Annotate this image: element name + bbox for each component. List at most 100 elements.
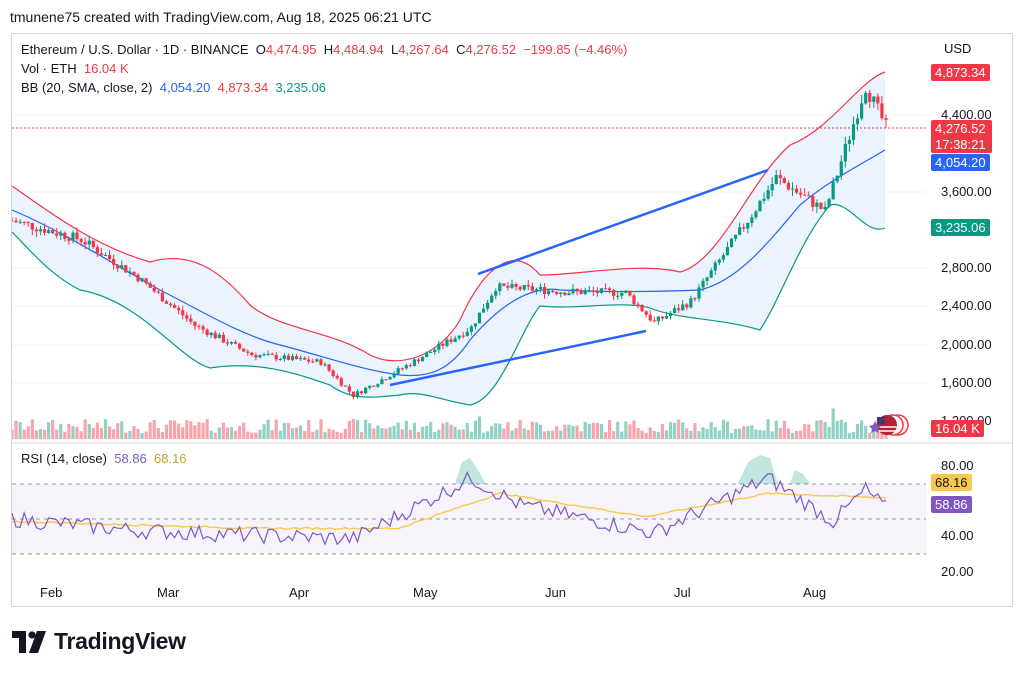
ohlc-open-label: O	[255, 42, 266, 57]
volume-bar	[843, 422, 847, 439]
candle-body	[262, 354, 266, 356]
candle-body	[689, 298, 693, 308]
candle-body	[173, 305, 177, 308]
volume-bar	[177, 423, 181, 439]
price-axis-label: 2,000.00	[941, 337, 992, 352]
volume-bar	[693, 423, 697, 439]
candle-body	[465, 331, 469, 336]
us-flag-icon[interactable]	[877, 414, 909, 436]
volume-bar	[270, 430, 274, 439]
candle-body	[738, 227, 742, 235]
candle-body	[778, 174, 782, 179]
candle-body	[233, 342, 238, 344]
trendline-channel[interactable]	[389, 168, 769, 387]
volume-bar	[652, 430, 656, 439]
time-axis-label: May	[413, 585, 438, 600]
volume-bar	[299, 425, 303, 439]
candle-body	[22, 221, 26, 223]
candle-body	[559, 292, 563, 294]
volume-bar	[860, 420, 864, 439]
volume-bar	[786, 428, 791, 439]
volume-bar	[811, 431, 815, 439]
volume-bar	[473, 420, 478, 439]
candle-body	[522, 284, 526, 290]
candle-body	[864, 92, 868, 104]
volume-bar	[538, 424, 543, 439]
candle-body	[644, 311, 648, 315]
candle-body	[847, 139, 852, 144]
candle-body	[473, 323, 478, 327]
candle-body	[67, 238, 71, 241]
candle-body	[311, 361, 315, 363]
candle-body	[835, 175, 839, 182]
volume-bar	[750, 425, 754, 439]
candle-body	[697, 287, 701, 299]
volume-bar	[376, 425, 380, 439]
volume-bar	[327, 428, 331, 439]
candle-body	[469, 326, 473, 332]
volume-legend[interactable]: Vol · ETH 16.04 K	[21, 59, 129, 78]
candle-body	[425, 352, 429, 358]
candle-body	[103, 254, 108, 256]
candle-body	[538, 287, 543, 290]
volume-bar	[87, 424, 91, 439]
currency-button[interactable]: USD	[944, 41, 972, 56]
volume-bar	[205, 419, 209, 439]
volume-bar	[388, 427, 392, 439]
candle-body	[193, 321, 197, 326]
candle-body	[794, 188, 799, 193]
volume-bar	[254, 432, 258, 439]
candle-body	[79, 239, 83, 242]
volume-bar	[477, 416, 482, 439]
candle-body	[307, 359, 311, 362]
candle-body	[87, 240, 91, 245]
volume-bar	[632, 420, 636, 439]
volume-bar	[197, 422, 201, 439]
volume-bar	[660, 424, 665, 439]
volume-bar	[99, 427, 104, 439]
rsi-legend[interactable]: RSI (14, close) 58.86 68.16	[21, 449, 187, 468]
chart-caption: tmunene75 created with TradingView.com, …	[10, 9, 432, 25]
volume-bar	[217, 427, 221, 439]
bb-legend[interactable]: BB (20, SMA, close, 2) 4,054.20 4,873.34…	[21, 78, 326, 97]
volume-bar	[502, 428, 506, 439]
volume-bar	[38, 429, 43, 439]
tradingview-logo[interactable]: TradingView	[12, 628, 186, 655]
bb-lower-value: 3,235.06	[275, 80, 327, 95]
volume-bar	[136, 428, 140, 439]
volume-bar	[323, 432, 327, 439]
candle-body	[164, 301, 169, 304]
candle-body	[400, 368, 404, 370]
volume-bar	[587, 423, 591, 439]
bb-upper-tag: 4,873.34	[931, 64, 990, 81]
candlesticks	[12, 89, 888, 400]
volume-bar	[233, 430, 238, 439]
volume-bar	[518, 420, 522, 439]
chart-frame	[11, 33, 1013, 607]
volume-bar	[238, 425, 242, 439]
volume-bar	[347, 420, 352, 439]
volume-bar	[774, 420, 778, 439]
bb-upper-value: 4,873.34	[217, 80, 269, 95]
symbol-legend[interactable]: Ethereum / U.S. Dollar · 1D · BINANCE O4…	[21, 40, 627, 59]
volume-bar	[599, 424, 604, 439]
candle-body	[819, 202, 823, 210]
volume-bar	[681, 422, 685, 439]
bb-basis-tag: 4,054.20	[931, 154, 990, 171]
volume-bar	[770, 431, 774, 439]
volume-bar	[262, 424, 266, 439]
candle-body	[510, 284, 514, 288]
candle-body	[294, 356, 299, 360]
candle-body	[372, 385, 376, 387]
volume-bar	[156, 427, 160, 439]
volume-bar	[510, 430, 514, 439]
volume-bar	[790, 432, 795, 439]
last-price-tag: 4,276.52	[931, 120, 992, 137]
volume-bar	[193, 425, 197, 439]
volume-bar	[746, 426, 750, 439]
candle-body	[461, 335, 465, 337]
candle-body	[754, 211, 758, 218]
volume-bar	[42, 429, 47, 439]
volume-bar	[534, 422, 538, 439]
